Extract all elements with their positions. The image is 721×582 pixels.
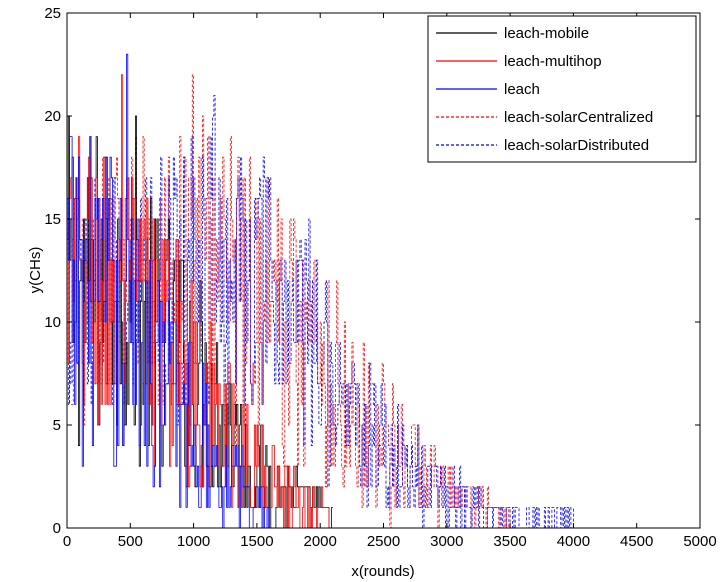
y-tick-label: 5 (53, 417, 61, 434)
legend: leach-mobile leach-multihop leach leach-sol… (427, 15, 697, 163)
y-axis-label: y(CHs) (27, 247, 44, 294)
x-tick-label: 0 (63, 533, 71, 550)
x-tick-label: 2000 (304, 533, 337, 550)
series-line-leach-multihop (67, 74, 333, 528)
legend-label-leach-mobile: leach-mobile (504, 25, 589, 42)
y-tick-label: 15 (44, 211, 61, 228)
legend-label-leach-multihop: leach-multihop (504, 53, 602, 70)
x-tick-label: 500 (118, 533, 143, 550)
legend-label-leach: leach (504, 81, 540, 98)
legend-label-leach-solardistributed: leach-solarDistributed (504, 137, 649, 154)
axis-ticks: 0 500 1000 1500 2000 2500 3000 3500 4000 4500 5000… (44, 5, 716, 550)
x-axis-label: x(rounds) (351, 563, 414, 580)
series-layer (67, 53, 574, 528)
x-tick-label: 1000 (177, 533, 210, 550)
x-tick-label: 3500 (493, 533, 526, 550)
y-tick-label: 0 (53, 520, 61, 537)
y-tick-label: 20 (44, 108, 61, 125)
x-tick-label: 2500 (367, 533, 400, 550)
x-tick-label: 5000 (683, 533, 716, 550)
series-line-leach (67, 53, 271, 528)
x-tick-label: 4500 (620, 533, 653, 550)
x-tick-label: 4000 (557, 533, 590, 550)
series-line-leach-solarcentralized (67, 74, 511, 528)
y-tick-label: 25 (44, 5, 61, 22)
x-tick-label: 1500 (240, 533, 273, 550)
legend-label-leach-solarcentralized: leach-solarCentralized (504, 109, 653, 126)
x-tick-label: 3000 (430, 533, 463, 550)
y-tick-label: 10 (44, 314, 61, 331)
